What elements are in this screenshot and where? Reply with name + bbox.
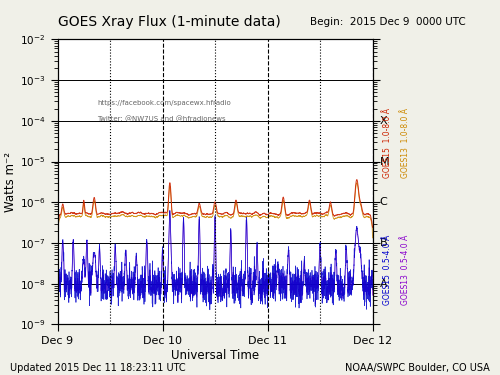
- Text: NOAA/SWPC Boulder, CO USA: NOAA/SWPC Boulder, CO USA: [345, 363, 490, 373]
- Text: GOES15  1.0-8.0 Å: GOES15 1.0-8.0 Å: [383, 108, 392, 177]
- Text: Updated 2015 Dec 11 18:23:11 UTC: Updated 2015 Dec 11 18:23:11 UTC: [10, 363, 186, 373]
- Text: https://facebook.com/spacewx.hfradio: https://facebook.com/spacewx.hfradio: [98, 100, 231, 106]
- X-axis label: Universal Time: Universal Time: [171, 349, 259, 362]
- Text: Twitter: @NW7US and @hfradionews: Twitter: @NW7US and @hfradionews: [98, 116, 226, 122]
- Text: A: A: [380, 279, 387, 289]
- Text: C: C: [380, 197, 387, 207]
- Text: GOES15  0.5-4.0 Å: GOES15 0.5-4.0 Å: [383, 235, 392, 305]
- Y-axis label: Watts m⁻²: Watts m⁻²: [4, 152, 18, 212]
- Text: X: X: [380, 116, 387, 126]
- Text: GOES Xray Flux (1-minute data): GOES Xray Flux (1-minute data): [58, 15, 280, 29]
- Text: Begin:  2015 Dec 9  0000 UTC: Begin: 2015 Dec 9 0000 UTC: [310, 17, 466, 27]
- Text: GOES13  1.0-8.0 Å: GOES13 1.0-8.0 Å: [400, 108, 409, 177]
- Text: B: B: [380, 238, 387, 248]
- Text: M: M: [380, 156, 389, 166]
- Text: GOES13  0.5-4.0 Å: GOES13 0.5-4.0 Å: [400, 235, 409, 305]
